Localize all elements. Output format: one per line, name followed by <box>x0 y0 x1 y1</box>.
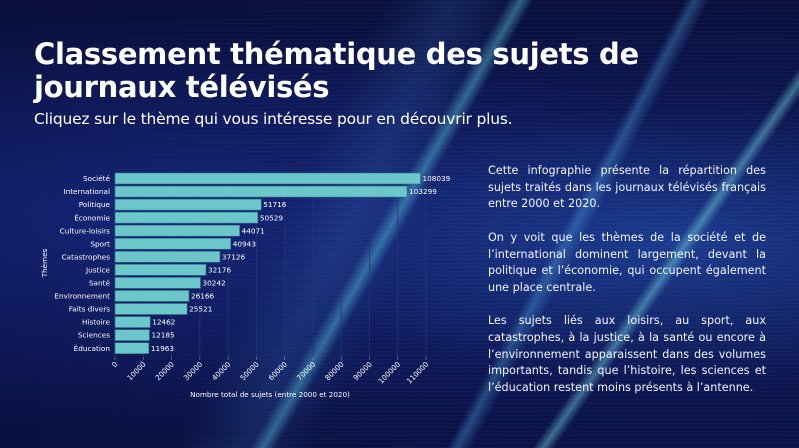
bar[interactable] <box>114 277 201 289</box>
description-paragraph: Les sujets liés aux loisirs, au sport, a… <box>488 314 766 395</box>
bar[interactable] <box>114 185 408 198</box>
category-label[interactable]: International <box>63 187 110 196</box>
value-label: 25521 <box>189 305 212 314</box>
x-tick-label: 110000 <box>405 359 431 385</box>
bar[interactable] <box>114 264 207 276</box>
x-tick-label: 70000 <box>295 359 318 382</box>
category-label[interactable]: Histoire <box>82 318 111 327</box>
value-label: 12462 <box>152 318 175 327</box>
bar[interactable] <box>114 224 240 237</box>
category-label[interactable]: Faits divers <box>69 305 110 314</box>
value-label: 51716 <box>263 200 287 209</box>
x-tick-label: 10000 <box>125 359 148 382</box>
value-label: 108039 <box>422 174 450 183</box>
x-tick-label: 100000 <box>376 359 402 385</box>
x-tick-label: 90000 <box>351 359 374 382</box>
category-label[interactable]: Sciences <box>78 331 110 340</box>
bar-chart: Société International Politique Économie Cul… <box>40 172 451 399</box>
value-label: 30242 <box>203 279 226 288</box>
description-panel: Cette infographie présente la répartitio… <box>488 163 766 414</box>
category-label[interactable]: Éducation <box>74 344 110 353</box>
y-axis-title: Thèmes <box>40 248 49 278</box>
bar[interactable] <box>114 172 421 185</box>
category-label[interactable]: Environnement <box>54 292 110 301</box>
category-label[interactable]: Économie <box>74 213 110 222</box>
x-tick-label: 60000 <box>267 359 290 382</box>
bar[interactable] <box>114 211 259 224</box>
category-label[interactable]: Sport <box>90 239 110 248</box>
x-axis-title: Nombre total de sujets (entre 2000 et 20… <box>190 390 350 399</box>
category-labels: Société International Politique Économie Cul… <box>54 174 110 353</box>
page-subtitle: Cliquez sur le thème qui vous intéresse … <box>34 110 513 128</box>
bars <box>114 172 421 354</box>
category-label[interactable]: Catastrophes <box>62 252 111 261</box>
description-paragraph: Cette infographie présente la répartitio… <box>488 164 766 211</box>
category-label[interactable]: Société <box>83 174 110 183</box>
category-label[interactable]: Culture-loisirs <box>60 226 111 235</box>
x-tick-label: 20000 <box>153 359 176 382</box>
bar[interactable] <box>114 237 232 250</box>
x-tick-labels: 0 10000 20000 30000 40000 50000 60000 70000 8000… <box>110 359 431 385</box>
value-label: 37126 <box>222 252 246 261</box>
bar[interactable] <box>114 198 262 211</box>
bar[interactable] <box>114 316 151 328</box>
x-tick-label: 50000 <box>238 359 261 382</box>
value-label: 103299 <box>409 187 437 196</box>
category-label[interactable]: Santé <box>89 279 111 288</box>
x-tick-label: 0 <box>110 359 120 369</box>
value-label: 44071 <box>242 226 265 235</box>
bar[interactable] <box>114 329 150 341</box>
x-tick-label: 30000 <box>182 359 205 382</box>
category-label[interactable]: Politique <box>79 200 111 209</box>
value-label: 26166 <box>191 292 215 301</box>
value-label: 32176 <box>208 265 232 274</box>
bar[interactable] <box>114 342 150 354</box>
value-label: 11963 <box>151 344 175 353</box>
x-tick-label: 40000 <box>210 359 233 382</box>
category-label[interactable]: Justice <box>85 265 110 274</box>
bar[interactable] <box>114 303 188 315</box>
value-labels: 108039 103299 51716 50529 44071 40943 37126 321… <box>151 174 451 353</box>
value-label: 12185 <box>151 331 174 340</box>
x-tick-label: 80000 <box>323 359 346 382</box>
bar[interactable] <box>114 290 190 302</box>
value-label: 40943 <box>233 239 257 248</box>
page-title: Classement thématique des sujets de jour… <box>34 37 639 104</box>
value-label: 50529 <box>260 213 284 222</box>
bar[interactable] <box>114 251 221 263</box>
description-paragraph: On y voit que les thèmes de la société e… <box>488 230 766 294</box>
